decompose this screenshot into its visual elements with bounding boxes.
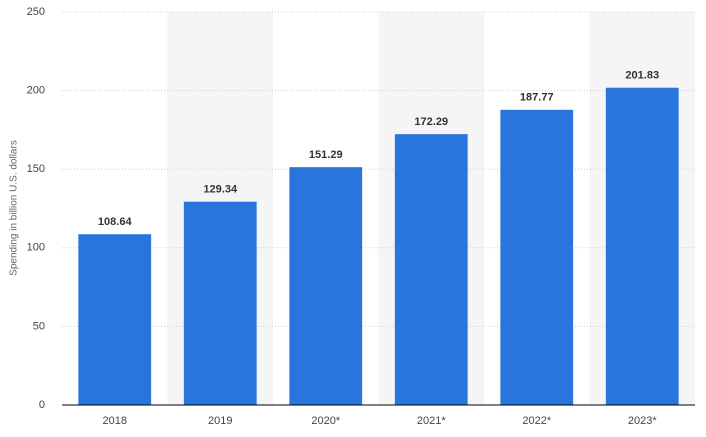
x-tick-label: 2018 bbox=[103, 415, 127, 427]
value-label: 201.83 bbox=[625, 70, 659, 82]
y-axis-label: Spending in billion U.S. dollars bbox=[9, 140, 20, 276]
y-tick-label: 100 bbox=[27, 242, 45, 254]
y-tick-label: 50 bbox=[33, 320, 45, 332]
y-tick-label: 0 bbox=[39, 399, 45, 411]
y-tick-label: 250 bbox=[27, 6, 45, 18]
x-tick-label: 2023* bbox=[628, 415, 657, 427]
bar bbox=[183, 201, 257, 405]
value-label: 187.77 bbox=[520, 92, 554, 104]
x-tick-label: 2019 bbox=[208, 415, 232, 427]
x-tick-label: 2021* bbox=[417, 415, 446, 427]
y-tick-label: 150 bbox=[27, 163, 45, 175]
bar bbox=[78, 234, 152, 405]
y-tick-label: 200 bbox=[27, 85, 45, 97]
x-tick-label: 2020* bbox=[311, 415, 340, 427]
x-tick-label: 2022* bbox=[522, 415, 551, 427]
value-label: 172.29 bbox=[414, 116, 448, 128]
bar bbox=[500, 109, 574, 405]
bar bbox=[605, 87, 679, 406]
value-label: 108.64 bbox=[98, 216, 133, 228]
value-label: 129.34 bbox=[203, 184, 238, 196]
bar bbox=[394, 134, 468, 405]
value-label: 151.29 bbox=[309, 149, 343, 161]
bar bbox=[289, 167, 363, 405]
